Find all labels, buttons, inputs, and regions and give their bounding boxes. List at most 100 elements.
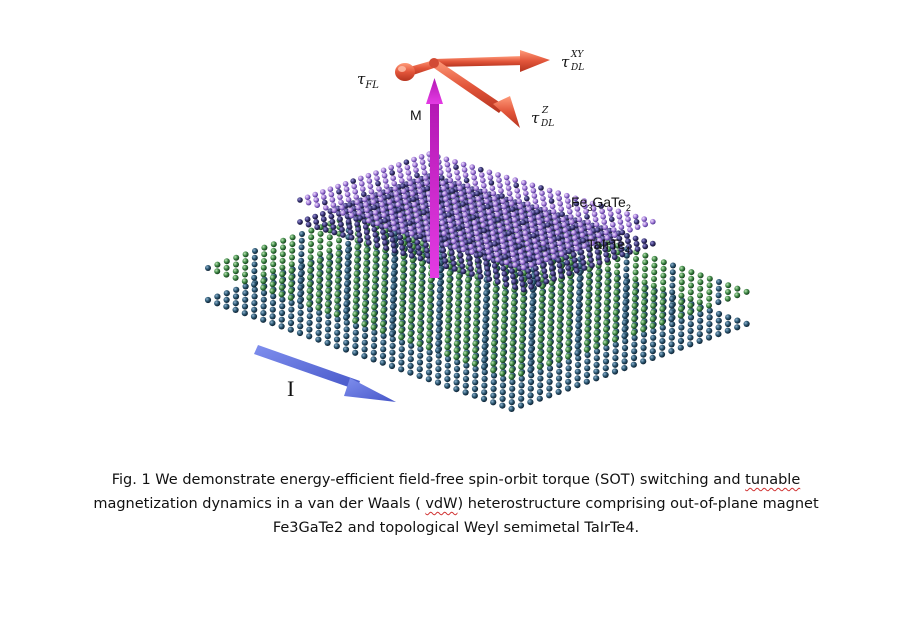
atom bbox=[591, 211, 598, 217]
atom bbox=[223, 303, 230, 310]
atom bbox=[424, 185, 431, 192]
atom bbox=[347, 207, 354, 214]
atom bbox=[584, 313, 591, 320]
atom bbox=[366, 178, 373, 184]
atom bbox=[321, 221, 328, 228]
atom bbox=[640, 351, 647, 358]
atom bbox=[423, 220, 429, 226]
atom bbox=[458, 257, 465, 264]
atom bbox=[347, 229, 354, 236]
atom bbox=[706, 314, 713, 321]
atom bbox=[435, 340, 442, 347]
atom bbox=[353, 277, 360, 284]
atom bbox=[342, 346, 350, 353]
atom bbox=[612, 329, 619, 336]
atom bbox=[390, 297, 396, 304]
atom bbox=[444, 330, 451, 337]
atom bbox=[413, 212, 420, 218]
atom bbox=[488, 219, 494, 226]
atom bbox=[487, 174, 494, 181]
atom bbox=[450, 260, 457, 267]
atom bbox=[640, 358, 647, 365]
atom bbox=[687, 289, 694, 296]
atom bbox=[435, 359, 442, 366]
atom bbox=[642, 221, 648, 228]
atom bbox=[391, 264, 397, 270]
atom bbox=[519, 330, 526, 337]
atom bbox=[288, 306, 295, 313]
atom bbox=[398, 239, 405, 246]
atom bbox=[706, 321, 713, 328]
atom bbox=[511, 278, 517, 285]
atom bbox=[500, 330, 507, 337]
atom bbox=[409, 284, 415, 290]
atom bbox=[556, 343, 562, 350]
atom bbox=[463, 369, 470, 376]
atom bbox=[354, 199, 361, 206]
atom bbox=[697, 292, 703, 299]
atom bbox=[372, 270, 379, 277]
caption-line-2-text-a: magnetization dynamics in a van der Waal… bbox=[93, 496, 426, 512]
atom bbox=[399, 280, 406, 287]
atom bbox=[326, 234, 333, 241]
atom bbox=[334, 297, 341, 304]
atom bbox=[725, 314, 732, 321]
atom bbox=[500, 350, 506, 357]
atom bbox=[630, 354, 638, 362]
atom bbox=[555, 235, 562, 241]
atom bbox=[361, 346, 368, 353]
atom bbox=[608, 211, 614, 217]
atom bbox=[344, 260, 351, 267]
atom bbox=[491, 333, 498, 340]
atom bbox=[603, 313, 610, 320]
atom bbox=[298, 257, 305, 264]
atom bbox=[485, 271, 492, 277]
atom bbox=[536, 363, 543, 370]
atom bbox=[625, 216, 631, 222]
atom bbox=[547, 306, 554, 313]
atom bbox=[624, 233, 630, 239]
atom bbox=[407, 337, 414, 344]
atom bbox=[307, 267, 314, 274]
atom bbox=[296, 329, 304, 337]
atom bbox=[355, 226, 362, 233]
taIrTe4-label: TaIrTe4 bbox=[587, 236, 630, 255]
atom bbox=[344, 274, 351, 281]
atom bbox=[549, 265, 555, 272]
atom bbox=[418, 273, 425, 280]
atom bbox=[370, 199, 377, 205]
atom bbox=[406, 215, 412, 221]
atom bbox=[422, 215, 428, 221]
atom bbox=[444, 355, 452, 363]
atom bbox=[622, 299, 629, 306]
atom bbox=[650, 328, 657, 335]
caption-line-2-text-b: ) heterostructure comprising out-of-plan… bbox=[457, 496, 819, 512]
atom bbox=[334, 277, 341, 284]
atom bbox=[616, 235, 623, 242]
atom bbox=[607, 205, 613, 212]
atom bbox=[542, 251, 549, 257]
atom bbox=[423, 242, 429, 249]
atom bbox=[381, 280, 388, 287]
atom bbox=[595, 283, 601, 289]
atom bbox=[632, 213, 639, 220]
atom bbox=[527, 399, 534, 406]
atom bbox=[519, 323, 526, 330]
atom bbox=[529, 182, 536, 189]
atom bbox=[438, 169, 444, 176]
atom bbox=[594, 316, 600, 323]
atom bbox=[345, 218, 352, 225]
atom bbox=[581, 265, 588, 271]
atom bbox=[564, 238, 570, 244]
atom bbox=[696, 324, 704, 331]
atom bbox=[398, 339, 406, 346]
atom bbox=[551, 275, 557, 282]
atom bbox=[373, 170, 379, 176]
atom bbox=[615, 208, 622, 215]
atom bbox=[512, 177, 518, 183]
atom bbox=[528, 217, 534, 223]
atom bbox=[356, 232, 363, 238]
atom bbox=[482, 323, 489, 330]
atom bbox=[546, 360, 553, 367]
atom bbox=[512, 284, 518, 290]
